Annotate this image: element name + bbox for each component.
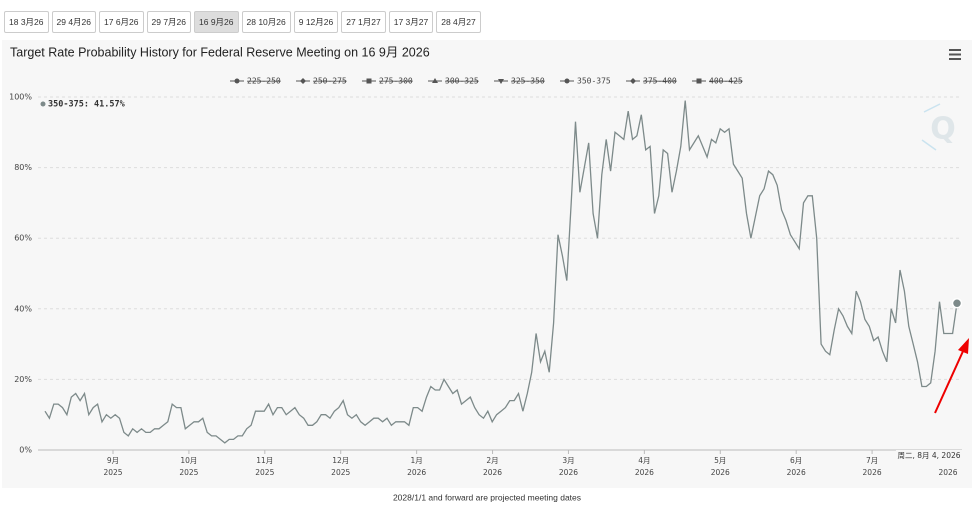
hover-point <box>951 298 963 309</box>
x-tick-label: 7月 <box>866 456 878 465</box>
footnote: 2028/1/1 and forward are projected meeti… <box>393 492 581 502</box>
legend: 225-250 250-275 275-300 300-325 325-350 350-3… <box>230 77 743 86</box>
x-tick-label: 2025 <box>255 468 274 477</box>
y-tick-label: 80% <box>14 163 32 172</box>
chart-background <box>2 40 972 488</box>
x-tick-label: 2026 <box>938 468 957 477</box>
meeting-tab[interactable]: 9 12月26 <box>293 11 339 33</box>
watermark: Q <box>921 103 956 151</box>
meeting-tab[interactable]: 28 4月27 <box>436 11 481 33</box>
meeting-tab[interactable]: 17 3月27 <box>388 11 434 33</box>
legend-label: 225-250 <box>247 77 281 86</box>
legend-symbol <box>366 78 372 84</box>
legend-symbol <box>234 78 240 84</box>
legend-symbol <box>498 79 504 84</box>
series-line <box>44 100 958 444</box>
legend-item[interactable]: 275-300 <box>362 77 413 86</box>
x-tick-label: 11月 <box>256 456 273 465</box>
x-tick-label: 2026 <box>635 468 654 477</box>
x-tick-label: 5月 <box>714 456 726 465</box>
meeting-tab[interactable]: 28 10月26 <box>241 11 291 33</box>
x-tick-label: 9月 <box>107 456 119 465</box>
x-tick-label: 2026 <box>483 468 502 477</box>
legend-item[interactable]: 250-275 <box>296 77 347 86</box>
meeting-tab[interactable]: 16 9月26 <box>194 11 239 33</box>
legend-item[interactable]: 225-250 <box>230 77 281 86</box>
x-tick-label: 2026 <box>407 468 426 477</box>
legend-label: 275-300 <box>379 77 413 86</box>
x-tick-label: 2025 <box>103 468 122 477</box>
legend-label: 400-425 <box>709 77 743 86</box>
x-tick-label: 4月 <box>638 456 650 465</box>
x-tick-label: 2025 <box>179 468 198 477</box>
legend-symbol <box>564 78 570 84</box>
legend-symbol <box>630 78 636 84</box>
legend-label: 325-350 <box>511 77 545 86</box>
meeting-tab[interactable]: 29 7月26 <box>146 11 191 33</box>
annotation-arrow <box>934 338 969 414</box>
tooltip: 350-375: 41.57% <box>48 100 126 110</box>
x-tick-label: 2026 <box>863 468 882 477</box>
x-tick-label: 3月 <box>562 456 574 465</box>
legend-item[interactable]: 350-375 <box>560 77 611 86</box>
x-tick-label: 10月 <box>180 456 197 465</box>
legend-label: 250-275 <box>313 77 347 86</box>
legend-item[interactable]: 375-400 <box>626 77 677 86</box>
meeting-tab[interactable]: 18 3月26 <box>4 11 49 33</box>
x-tick-label: 2026 <box>787 468 806 477</box>
y-tick-label: 0% <box>19 446 32 455</box>
legend-label: 300-325 <box>445 77 479 86</box>
y-tick-label: 40% <box>14 304 32 313</box>
x-tick-label: 6月 <box>790 456 802 465</box>
crosshair-label-box <box>896 450 962 461</box>
meeting-tab[interactable]: 27 1月27 <box>341 11 386 33</box>
legend-item[interactable]: 400-425 <box>692 77 743 86</box>
meeting-tab[interactable]: 29 4月26 <box>51 11 96 33</box>
y-tick-label: 100% <box>9 93 32 102</box>
legend-symbol <box>432 78 438 83</box>
x-tick-label: 2026 <box>711 468 730 477</box>
legend-symbol <box>696 78 702 84</box>
x-tick-label: 2025 <box>331 468 350 477</box>
chart-title: Target Rate Probability History for Fede… <box>10 45 430 59</box>
x-tick-label: 2月 <box>486 456 498 465</box>
tooltip-dot <box>40 101 46 107</box>
x-tick-label: 12月 <box>332 456 349 465</box>
crosshair-label: 周二, 8月 4, 2026 <box>897 451 960 460</box>
legend-item[interactable]: 300-325 <box>428 77 479 86</box>
y-tick-label: 60% <box>14 234 32 243</box>
svg-text:Q: Q <box>930 112 956 147</box>
legend-symbol <box>300 78 306 84</box>
y-tick-label: 20% <box>14 375 32 384</box>
meeting-tabs: 18 3月26 29 4月26 17 6月26 29 7月26 16 9月26 28 10… <box>4 11 481 33</box>
x-tick-label: 2026 <box>559 468 578 477</box>
x-tick-label: 1月 <box>410 456 422 465</box>
legend-label: 375-400 <box>643 77 677 86</box>
legend-item[interactable]: 325-350 <box>494 77 545 86</box>
menu-button[interactable] <box>949 49 961 60</box>
legend-label: 350-375 <box>577 77 611 86</box>
meeting-tab[interactable]: 17 6月26 <box>99 11 144 33</box>
